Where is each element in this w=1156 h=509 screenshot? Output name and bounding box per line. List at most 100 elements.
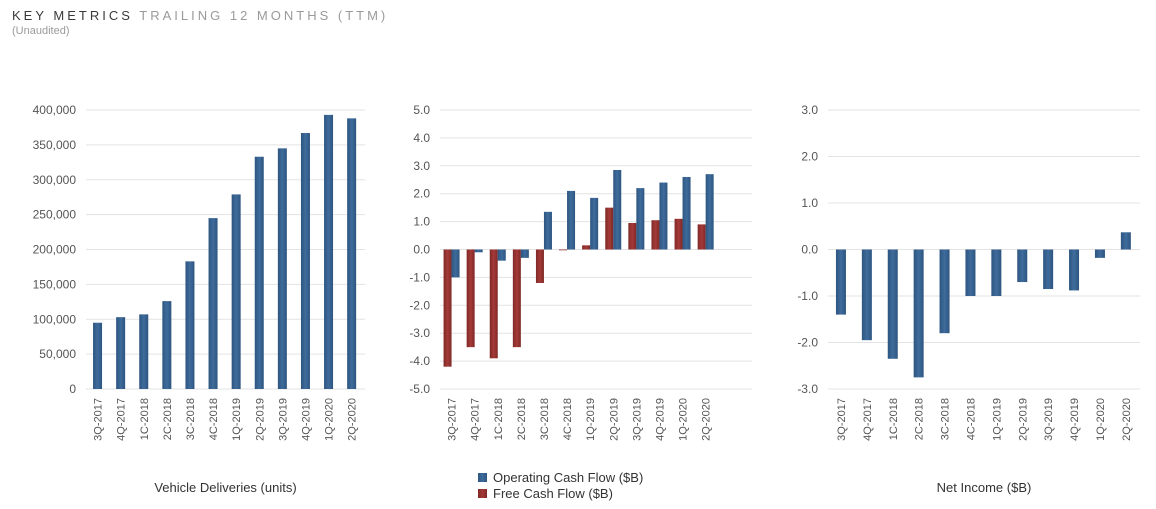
x-tick-label: 1Q-2020 [678,398,690,441]
y-tick-label: 0.0 [801,243,818,257]
legend-label: Operating Cash Flow ($B) [493,470,643,485]
x-tick-label: 2Q-2019 [254,398,266,441]
y-tick-label: 4.0 [413,131,430,145]
bar-red [535,249,544,283]
y-tick-label: -4.0 [409,354,430,368]
y-tick-label: 2.0 [413,187,430,201]
x-tick-label: 2C-2018 [162,398,174,440]
bar-red [628,222,637,250]
bar-blue [116,317,126,389]
bar-blue [991,249,1002,296]
bar-blue [347,118,357,390]
x-tick-label: 3Q-2019 [277,398,289,441]
bar-blue [835,249,846,315]
bar-red [512,249,521,348]
bar-blue [1094,249,1105,258]
y-tick-label: -5.0 [409,382,430,396]
x-tick-label: 2Q-2020 [347,398,359,441]
bar-blue [93,322,103,389]
x-tick-label: 4Q-2017 [116,398,128,441]
x-tick-label: 2C-2018 [516,398,528,440]
x-tick-label: 4Q-2019 [654,398,666,441]
chart-title: Net Income ($B) [937,480,1032,495]
x-tick-label: 1C-2018 [493,398,505,440]
legend-swatch-red [478,489,487,498]
bar-blue [520,249,529,258]
bar-blue [861,249,872,341]
bar-blue [613,169,622,250]
y-tick-label: -2.0 [409,298,430,312]
y-tick-label: -1.0 [409,270,430,284]
x-tick-label: 1Q-2020 [1095,398,1107,441]
x-tick-label: 3C-2018 [940,398,952,440]
bar-red [559,249,568,251]
y-tick-label: -2.0 [797,336,818,350]
y-tick-label: 1.0 [413,215,430,229]
bar-blue [185,261,195,389]
bar-blue [659,182,668,250]
x-tick-label: 2Q-2020 [1121,398,1133,441]
x-tick-label: 2Q-2019 [608,398,620,441]
bar-blue [590,197,599,250]
x-tick-label: 3C-2018 [185,398,197,440]
bar-blue [324,114,334,389]
bar-red [651,220,660,250]
x-tick-label: 4Q-2017 [862,398,874,441]
bar-blue [913,249,924,378]
bar-blue [939,249,950,334]
x-tick-label: 4C-2018 [562,398,574,440]
x-tick-label: 4Q-2019 [1069,398,1081,441]
y-tick-label: -3.0 [409,326,430,340]
bar-blue [965,249,976,296]
bar-blue [231,194,241,389]
x-tick-label: 1C-2018 [139,398,151,440]
x-tick-label: 2Q-2020 [701,398,713,441]
x-tick-label: 1Q-2019 [585,398,597,441]
x-tick-label: 1Q-2019 [991,398,1003,441]
x-tick-label: 3C-2018 [539,398,551,440]
y-tick-label: 150,000 [33,277,77,291]
bar-red [443,249,452,367]
y-tick-label: 0 [69,382,76,396]
bar-blue [705,174,714,250]
y-tick-label: 2.0 [801,150,818,164]
y-tick-label: -3.0 [797,382,818,396]
y-tick-label: 300,000 [33,173,77,187]
y-tick-label: 3.0 [413,159,430,173]
bar-blue [208,218,218,389]
x-tick-label: 4Q-2017 [470,398,482,441]
y-tick-label: 250,000 [33,208,77,222]
bar-blue [567,190,576,250]
x-tick-label: 1Q-2020 [324,398,336,441]
y-tick-label: 350,000 [33,138,77,152]
y-tick-label: 5.0 [413,103,430,117]
y-tick-label: 0.0 [413,243,430,257]
page-title-main: KEY METRICS [12,8,133,23]
bar-red [466,249,475,348]
bar-blue [277,148,287,389]
bar-blue [682,176,691,250]
bar-blue [543,211,552,250]
x-tick-label: 3Q-2017 [836,398,848,441]
bar-red [489,249,498,359]
chart-1: 0 50,000 100,000 150,000 200,000 250,000 300,0… [33,103,365,495]
x-tick-label: 2Q-2019 [1017,398,1029,441]
bar-blue [1043,249,1054,290]
y-tick-label: 3.0 [801,103,818,117]
page-header: KEY METRICS TRAILING 12 MONTHS (TTM) (Un… [12,8,388,37]
bar-red [697,224,706,250]
bar-red [605,207,614,250]
y-tick-label: 100,000 [33,312,77,326]
bar-blue [887,249,898,359]
page-title-rest: TRAILING 12 MONTHS (TTM) [139,8,389,23]
x-tick-label: 2C-2018 [914,398,926,440]
legend-label: Free Cash Flow ($B) [493,486,613,501]
bar-blue [1069,249,1080,291]
bar-blue [162,301,172,389]
bar-blue [451,249,460,278]
bar-red [582,245,591,250]
x-tick-label: 3Q-2017 [447,398,459,441]
y-tick-label: 200,000 [33,243,77,257]
x-tick-label: 1Q-2019 [231,398,243,441]
bar-blue [1120,232,1131,250]
